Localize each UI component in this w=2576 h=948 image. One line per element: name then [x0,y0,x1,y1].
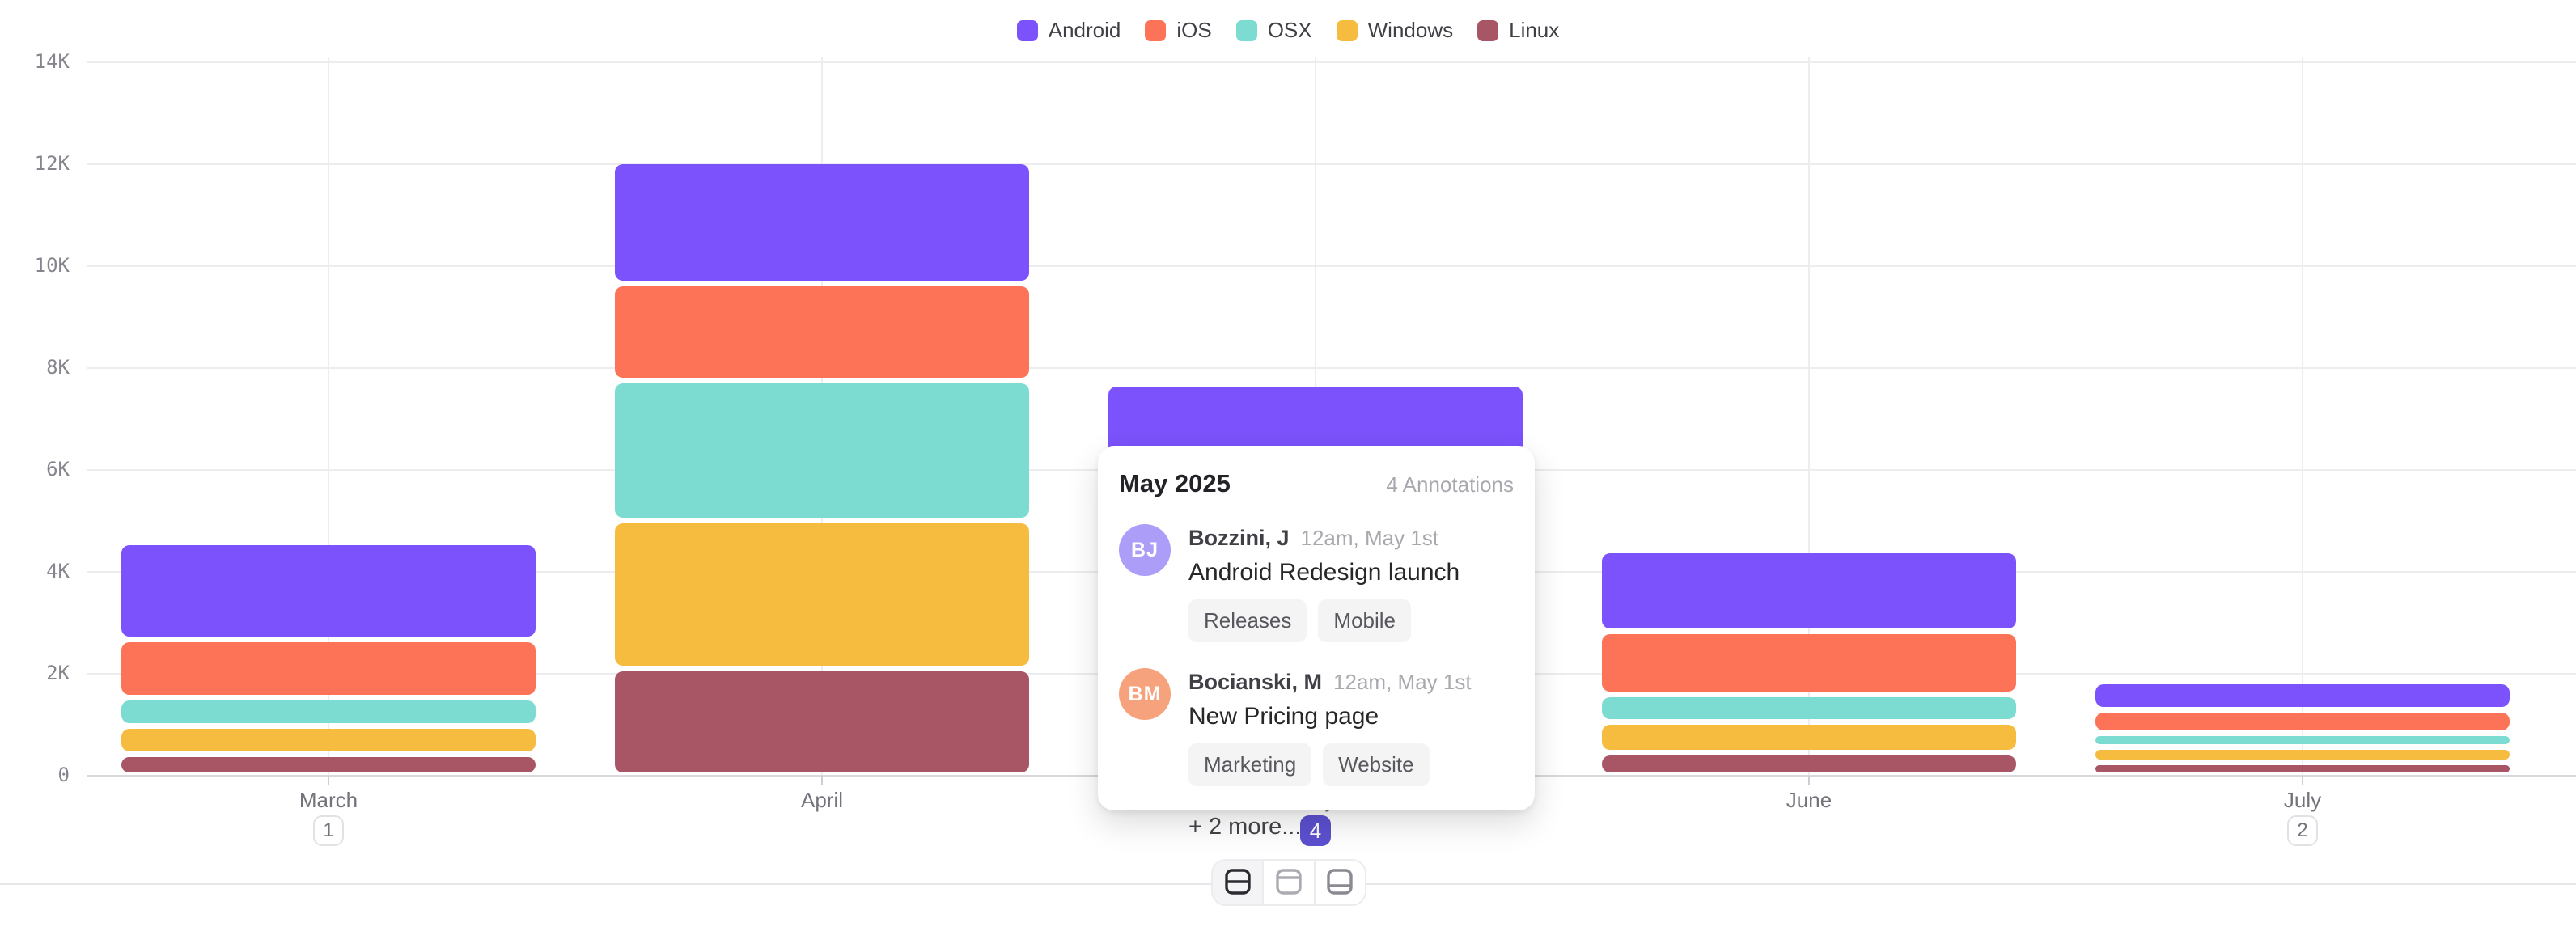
avatar: BM [1119,668,1171,720]
avatar: BJ [1119,524,1171,576]
bar-segment-android-april[interactable] [615,163,1029,281]
bar-segment-linux-april[interactable] [615,671,1029,772]
tooltip-header: May 2025 4 Annotations [1119,469,1514,498]
x-axis-label: March [299,788,358,812]
y-axis-tick-label: 2K [46,662,70,684]
bar-segment-ios-june[interactable] [1602,634,2016,692]
x-axis-tick [328,776,329,785]
annotation-author: Bozzini, J [1188,526,1290,550]
bar-segment-osx-june[interactable] [1602,696,2016,719]
annotation-entry-meta: Bozzini, J 12am, May 1st [1188,526,1460,551]
x-axis-label: June [1786,788,1832,812]
annotation-count-badge[interactable]: 1 [313,815,344,846]
view-option-header-row[interactable] [1262,861,1314,904]
legend-label: Windows [1367,18,1454,42]
header-row-icon [1275,868,1303,898]
legend-swatch [1145,19,1167,41]
annotation-timestamp: 12am, May 1st [1300,526,1439,550]
gridline [87,367,2576,369]
gridline [87,61,2576,63]
y-axis-tick-label: 4K [46,560,70,582]
legend-item-android[interactable]: Android [1016,18,1121,43]
legend-label: Android [1048,18,1121,42]
legend-item-ios[interactable]: iOS [1145,18,1212,43]
bar-segment-osx-july[interactable] [2095,735,2510,745]
y-axis-tick-label: 6K [46,458,70,480]
annotation-tag: Mobile [1318,599,1411,642]
legend-label: OSX [1267,18,1312,42]
annotation-count-badge[interactable]: 2 [2287,815,2318,846]
legend-item-osx[interactable]: OSX [1235,18,1312,43]
bar-segment-windows-april[interactable] [615,523,1029,666]
bar-segment-ios-july[interactable] [2095,713,2510,730]
annotation-tags: Marketing Website [1188,743,1472,786]
view-switcher [1211,859,1366,906]
annotation-text: Android Redesign launch [1188,559,1460,586]
view-option-split-rows[interactable] [1213,861,1263,904]
x-axis-tick [821,776,823,785]
gridline [87,163,2576,165]
bar-segment-linux-march[interactable] [121,756,536,772]
tooltip-title: May 2025 [1119,469,1231,497]
y-axis-tick-label: 12K [34,152,70,175]
bar-segment-android-march[interactable] [121,545,536,637]
bar-segment-windows-june[interactable] [1602,724,2016,750]
footer-row-icon [1326,868,1354,898]
annotation-entry-meta: Bocianski, M 12am, May 1st [1188,670,1472,695]
bar-segment-android-july[interactable] [2095,684,2510,708]
legend-label: Linux [1509,18,1560,42]
split-rows-icon [1224,868,1252,898]
y-axis-tick-label: 0 [57,764,70,786]
gridline [87,265,2576,267]
annotation-timestamp: 12am, May 1st [1333,670,1472,694]
y-axis-tick-label: 8K [46,356,70,379]
x-axis-tick [1808,776,1810,785]
annotation-tag: Releases [1188,599,1307,642]
bar-segment-osx-april[interactable] [615,383,1029,518]
x-axis-tick [2302,776,2303,785]
legend-swatch [1016,19,1038,41]
annotation-entry[interactable]: BM Bocianski, M 12am, May 1st New Pricin… [1119,668,1514,786]
legend-item-linux[interactable]: Linux [1477,18,1559,43]
bar-segment-windows-july[interactable] [2095,750,2510,760]
bar-segment-android-june[interactable] [1602,552,2016,629]
gridline-vertical [2302,57,2303,775]
legend-swatch [1336,19,1358,41]
annotation-entry[interactable]: BJ Bozzini, J 12am, May 1st Android Rede… [1119,524,1514,642]
legend-swatch [1477,19,1499,41]
bar-segment-linux-july[interactable] [2095,765,2510,772]
x-axis-label: April [800,788,843,812]
legend-item-windows[interactable]: Windows [1336,18,1454,43]
annotation-text: New Pricing page [1188,703,1379,730]
annotation-count-badge[interactable]: 4 [1300,815,1331,846]
legend-label: iOS [1176,18,1212,42]
gridline-vertical [1808,57,1810,775]
chart-legend: Android iOS OSX Windows Linux [0,18,2576,43]
show-more-annotations-link[interactable]: + 2 more... [1188,814,1302,840]
annotation-tags: Releases Mobile [1188,599,1460,642]
bar-segment-windows-march[interactable] [121,728,536,751]
bar-segment-ios-april[interactable] [615,286,1029,378]
annotation-author: Bocianski, M [1188,670,1323,694]
view-option-footer-row[interactable] [1313,861,1365,904]
tooltip-annotation-count: 4 Annotations [1386,472,1514,497]
bar-segment-linux-june[interactable] [1602,755,2016,772]
annotations-tooltip: May 2025 4 Annotations BJ Bozzini, J 12a… [1098,446,1535,840]
annotation-tag: Marketing [1188,743,1312,786]
gridline-vertical [328,57,329,775]
annotation-tag: Website [1323,743,1430,786]
annotation-entry-body: Bocianski, M 12am, May 1st New Pricing p… [1188,668,1472,786]
y-axis-tick-label: 10K [34,254,70,277]
y-axis-tick-label: 14K [34,50,70,73]
bar-segment-ios-march[interactable] [121,641,536,696]
x-axis-label: July [2283,788,2322,812]
legend-swatch [1235,19,1257,41]
annotation-entry-body: Bozzini, J 12am, May 1st Android Redesig… [1188,524,1460,642]
bar-segment-osx-march[interactable] [121,700,536,723]
